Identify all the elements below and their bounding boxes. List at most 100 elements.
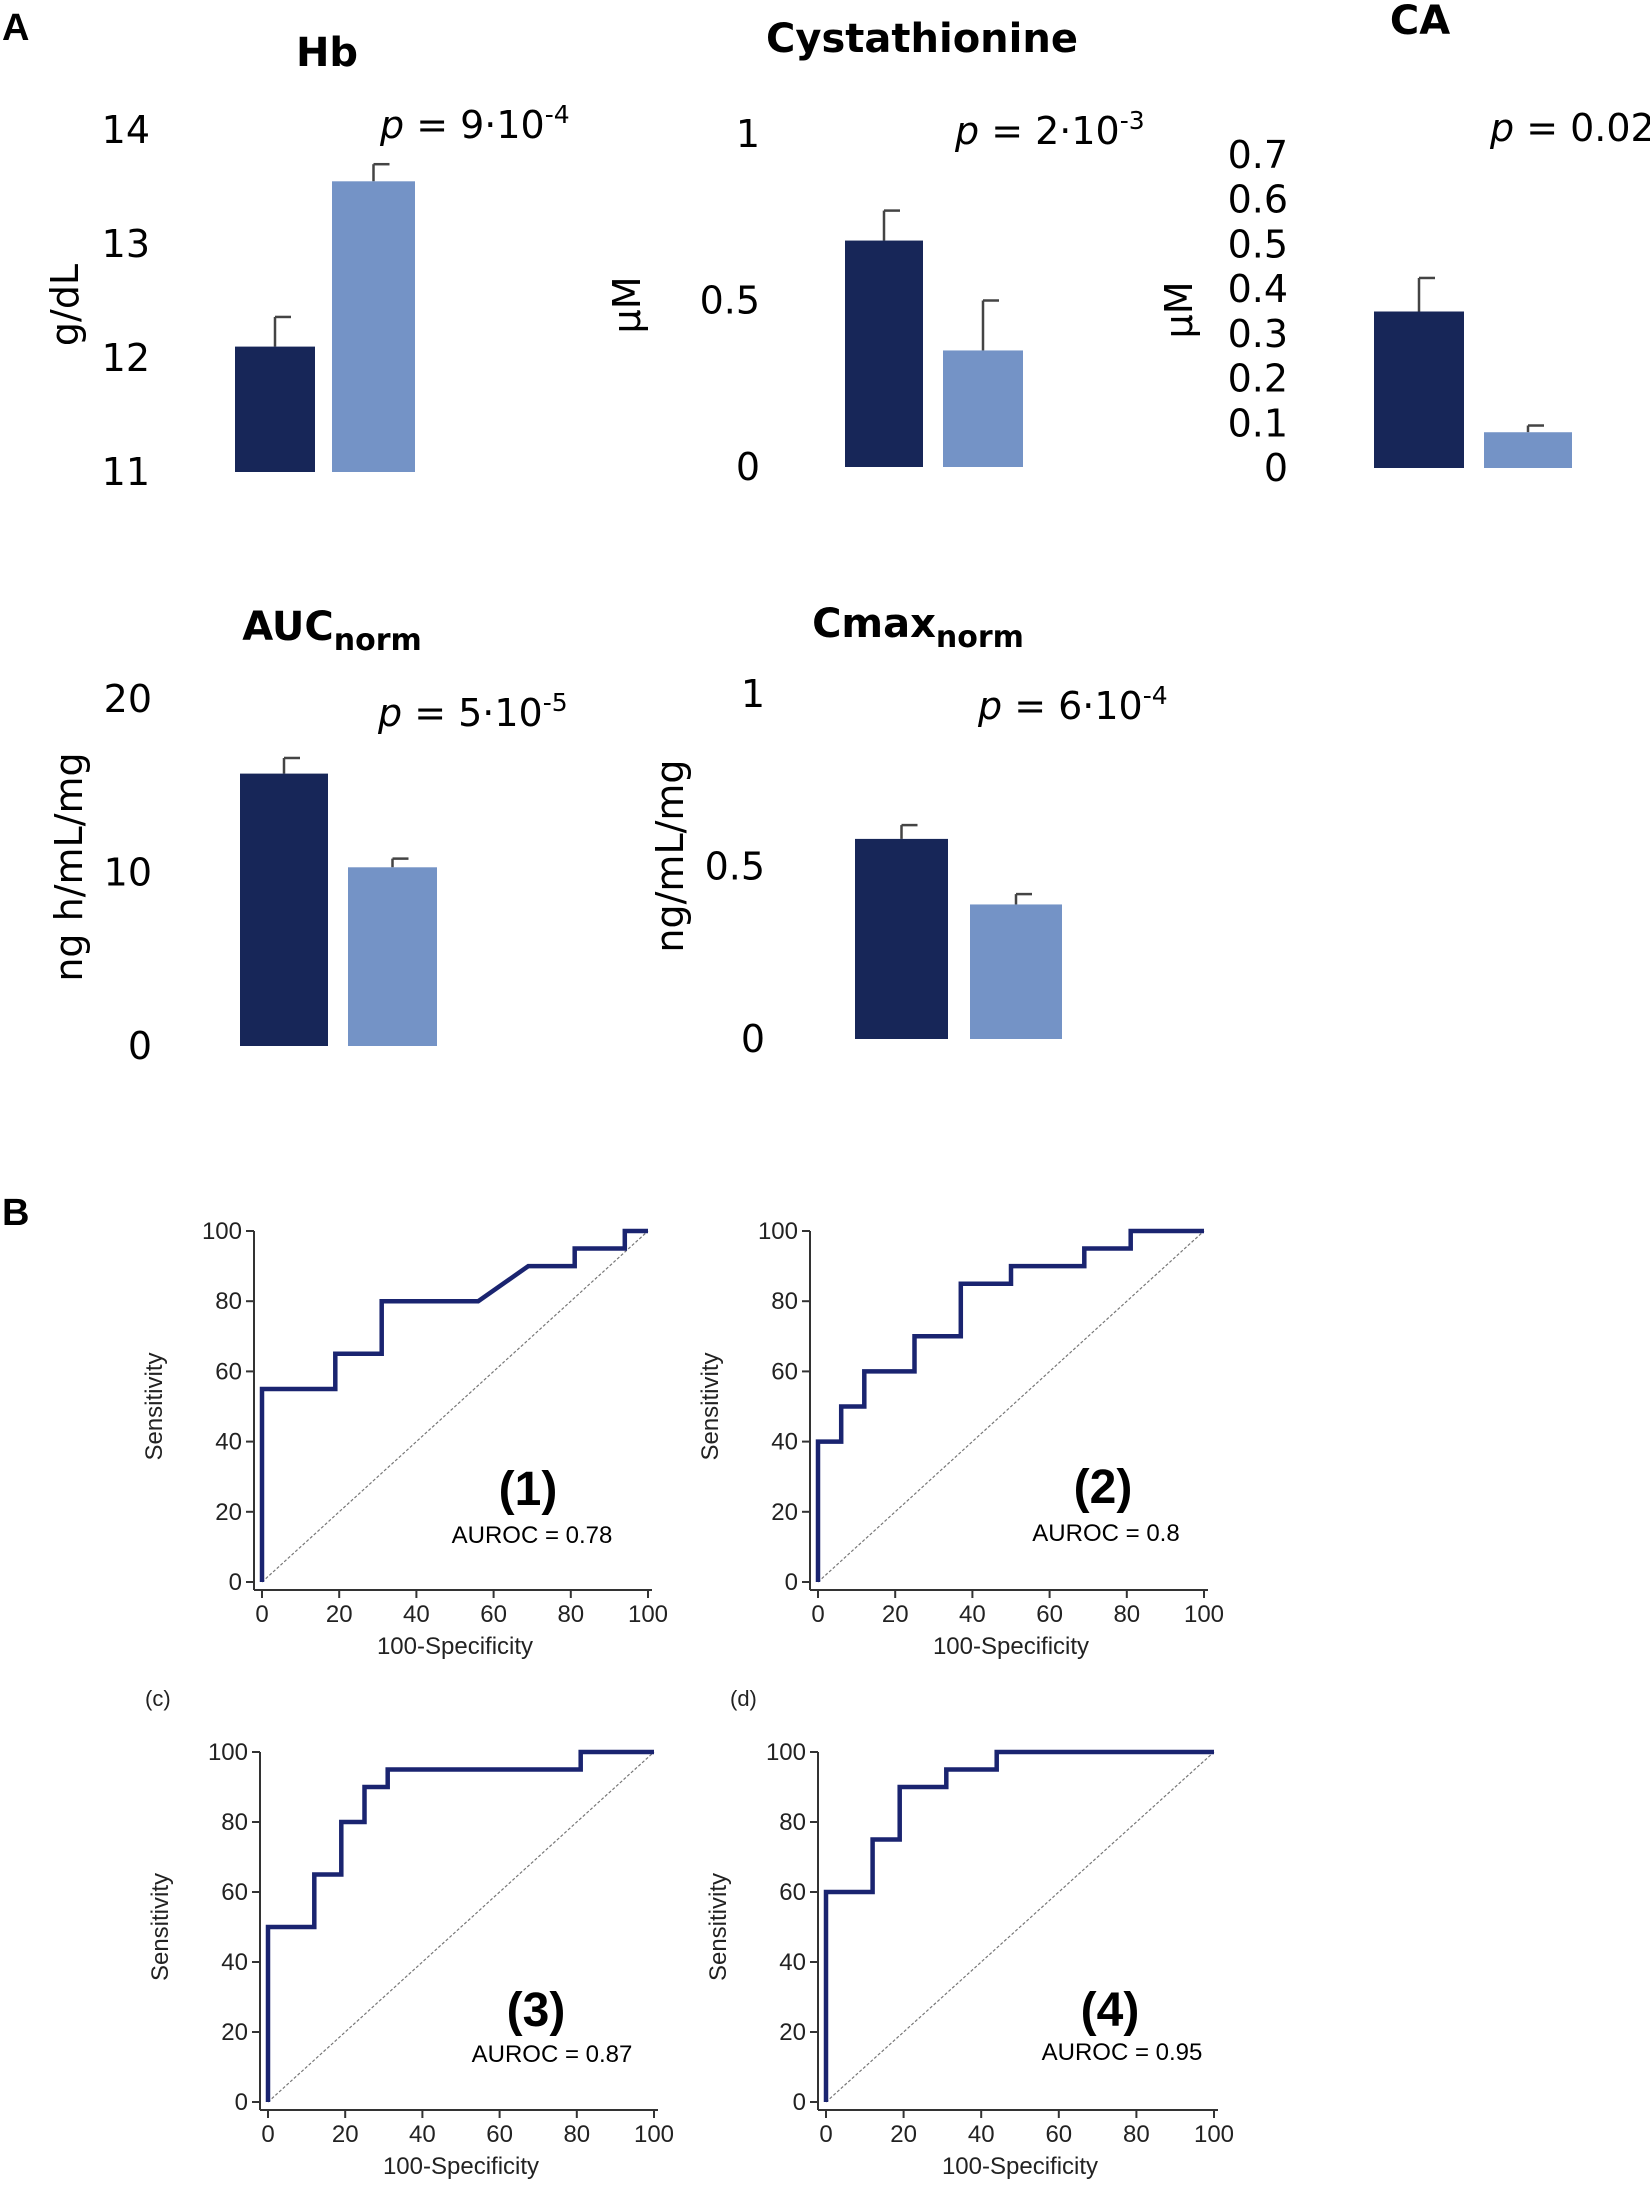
x-axis-label: 100-Specificity	[933, 1633, 1089, 1660]
chart-title-main: AUC	[242, 604, 334, 650]
y-tick-label: 0	[741, 1017, 765, 1061]
roc-curve	[815, 1228, 1204, 1582]
y-tick-label: 100	[202, 1218, 242, 1245]
y-tick-label: 40	[779, 1949, 806, 1976]
p-value-text: = 2·10	[979, 109, 1120, 153]
y-axis-label: Sensitivity	[141, 1352, 168, 1460]
p-value-exponent: -3	[1120, 106, 1145, 135]
y-tick-label: 100	[766, 1739, 806, 1766]
x-tick-label: 0	[261, 2121, 274, 2148]
roc-chart-roc4: 00 20 20 40 40 60 60 80 80 100 100 Sensitivity 100-S…	[705, 1686, 1234, 2180]
reference-diagonal	[261, 1230, 649, 1583]
x-tick-label: 40	[409, 2121, 436, 2148]
chart-title-main: Cmax	[812, 601, 936, 647]
y-axis-label: Sensitivity	[147, 1873, 174, 1981]
auroc-label: AUROC = 0.87	[472, 2041, 633, 2068]
p-value-text: = 9·10	[404, 103, 545, 147]
bar-2	[332, 181, 415, 473]
y-tick-label: 60	[771, 1358, 798, 1385]
y-tick-label: 20	[779, 2019, 806, 2046]
y-tick-label: 0.1	[1228, 401, 1288, 445]
x-tick-label: 0	[811, 1601, 824, 1628]
x-axis-label: 100-Specificity	[942, 2153, 1098, 2180]
p-value: p = 2·10-3	[954, 106, 1145, 153]
y-tick-label: 40	[221, 1949, 248, 1976]
x-tick-label: 0	[255, 1601, 268, 1628]
y-tick-label: 0	[128, 1024, 152, 1068]
x-tick-label: 20	[890, 2121, 917, 2148]
y-axis-label: µM	[1157, 282, 1201, 339]
auroc-label: AUROC = 0.95	[1042, 2039, 1203, 2066]
y-tick-label: 0	[229, 1569, 242, 1596]
x-tick-label: 20	[332, 2121, 359, 2148]
bar-chart-cmax: Cmaxnorm 0 0.5 1 ng/mL/mg p = 6·10-4	[648, 601, 1168, 1061]
x-tick-label: 20	[882, 1601, 909, 1628]
chart-title: Hb	[296, 30, 358, 76]
y-tick-label: 60	[215, 1358, 242, 1385]
bar-1	[845, 240, 923, 467]
y-tick-label: 11	[102, 450, 150, 494]
y-tick-label: 80	[779, 1809, 806, 1836]
bar-1	[1374, 311, 1464, 468]
bar-2	[970, 904, 1062, 1039]
y-axis-label: ng h/mL/mg	[47, 752, 91, 981]
y-tick-label: 0.5	[1228, 222, 1288, 266]
bar-2	[1484, 432, 1572, 468]
x-tick-label: 0	[819, 2121, 832, 2148]
chart-title: Cmaxnorm	[812, 601, 1024, 655]
y-tick-label: 80	[771, 1288, 798, 1315]
p-value: p = 0.02	[1489, 106, 1650, 150]
y-tick-label: 60	[221, 1879, 248, 1906]
y-tick-label: 0.7	[1228, 133, 1288, 177]
bar-2	[348, 867, 437, 1046]
y-tick-label: 20	[221, 2019, 248, 2046]
chart-title-subscript: norm	[334, 623, 422, 658]
chart-title: Cystathionine	[766, 16, 1078, 62]
roc-curve	[259, 1228, 648, 1582]
chart-title: AUCnorm	[242, 604, 422, 658]
roc-curve	[823, 1749, 1214, 2102]
chart-title-main: CA	[1390, 0, 1450, 44]
x-axis-label: 100-Specificity	[377, 1633, 533, 1660]
roc-panel-number: (2)	[1074, 1461, 1133, 1514]
x-tick-label: 60	[1036, 1601, 1063, 1628]
roc-chart-roc2: 00 20 20 40 40 60 60 80 80 100 100 Sensitivity 100-S…	[697, 1218, 1224, 1660]
chart-title-subscript: norm	[936, 620, 1024, 655]
roc-sublabel: (d)	[730, 1686, 757, 1711]
y-tick-label: 12	[102, 336, 150, 380]
y-tick-label: 0.5	[700, 279, 760, 323]
y-tick-label: 100	[758, 1218, 798, 1245]
bar-chart-ca: CA 00.10.20.30.40.50.60.7 µM p = 0.02	[1157, 0, 1650, 490]
y-axis-label: µM	[605, 277, 649, 334]
x-tick-label: 60	[480, 1601, 507, 1628]
bar-1	[235, 346, 315, 472]
p-value-text: = 0.02	[1514, 106, 1650, 150]
y-tick-label: 0.3	[1228, 312, 1288, 356]
x-tick-label: 80	[1123, 2121, 1150, 2148]
chart-title: CA	[1390, 0, 1450, 44]
p-value-exponent: -4	[545, 100, 570, 129]
y-tick-label: 0.5	[705, 845, 765, 889]
y-tick-label: 40	[215, 1429, 242, 1456]
y-tick-label: 0.4	[1228, 267, 1288, 311]
bar-chart-cystathionine: Cystathionine 0 0.5 1 µM p = 2·10-3	[605, 16, 1145, 489]
y-tick-label: 80	[215, 1288, 242, 1315]
p-value-symbol: p	[379, 103, 404, 147]
bar-chart-hb: Hb 11 12 13 14 g/dL p = 9·10-4	[43, 30, 570, 494]
x-tick-label: 60	[1045, 2121, 1072, 2148]
roc-sublabel: (c)	[145, 1686, 171, 1711]
x-tick-label: 40	[959, 1601, 986, 1628]
x-tick-label: 100	[634, 2121, 674, 2148]
p-value-exponent: -5	[543, 688, 568, 717]
roc-panel-number: (1)	[499, 1463, 558, 1516]
y-axis-label: Sensitivity	[705, 1873, 732, 1981]
x-axis-label: 100-Specificity	[383, 2153, 539, 2180]
x-tick-label: 40	[968, 2121, 995, 2148]
y-axis-label: Sensitivity	[697, 1352, 724, 1460]
p-value-symbol: p	[977, 684, 1002, 728]
bar-2	[943, 350, 1023, 467]
p-value: p = 5·10-5	[377, 688, 568, 735]
y-tick-label: 0	[793, 2089, 806, 2116]
p-value-symbol: p	[377, 691, 402, 735]
x-tick-label: 60	[486, 2121, 513, 2148]
